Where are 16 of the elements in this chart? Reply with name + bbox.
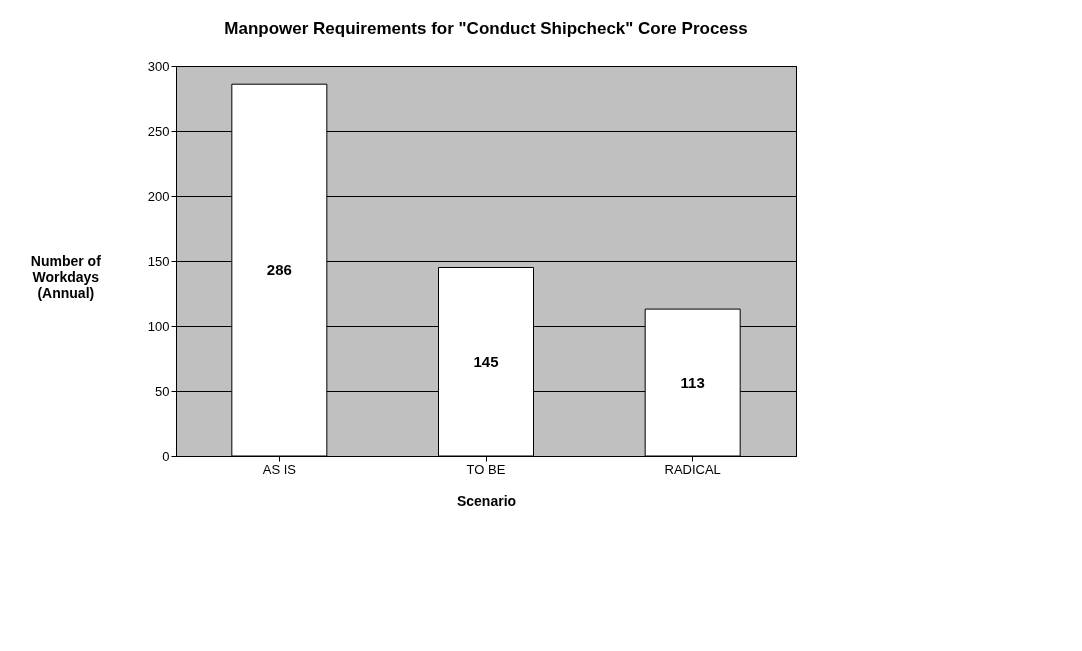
y-tick-label: 200 bbox=[147, 188, 170, 204]
y-tick-label: 300 bbox=[147, 58, 170, 74]
y-tick-label: 150 bbox=[147, 253, 170, 269]
y-tick-label: 100 bbox=[147, 318, 170, 334]
y-tick-label: 0 bbox=[162, 448, 170, 464]
data-label: 145 bbox=[473, 352, 499, 370]
x-tick-label: AS IS bbox=[262, 461, 297, 477]
y-tick-label: 50 bbox=[155, 383, 170, 399]
y-axis-title: Number of Workdays (Annual) bbox=[30, 252, 102, 301]
x-axis-title: Scenario bbox=[456, 492, 517, 509]
x-tick-label: TO BE bbox=[466, 461, 506, 477]
data-label: 113 bbox=[680, 373, 705, 391]
x-tick-label: RADICAL bbox=[664, 461, 721, 477]
data-label: 286 bbox=[266, 261, 292, 279]
y-tick-label: 250 bbox=[147, 123, 170, 139]
chart-title: Manpower Requirements for "Conduct Shipcheck" Core Process bbox=[224, 19, 748, 38]
